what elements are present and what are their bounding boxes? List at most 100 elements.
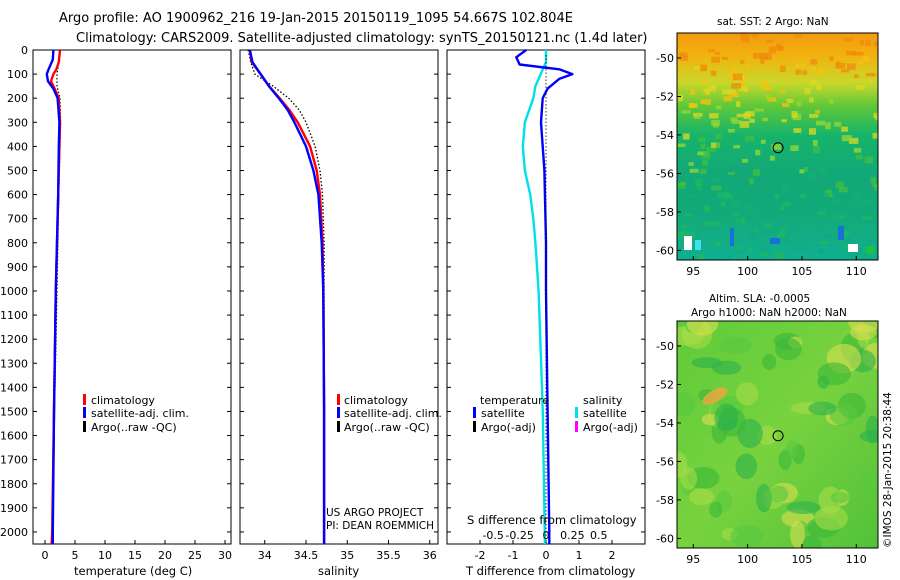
legend-label-sal-satellite: satellite xyxy=(583,407,627,420)
sst-cell xyxy=(781,103,790,107)
sst-cell xyxy=(809,113,819,118)
sst-cell xyxy=(816,84,822,90)
sst-cell xyxy=(739,121,750,128)
s-difference-tick-label: 0.5 xyxy=(590,529,608,542)
sst-cell xyxy=(762,85,772,91)
sla-blob xyxy=(808,401,837,416)
legend-swatch-temp-argo xyxy=(473,421,476,432)
sst-cell xyxy=(696,183,702,190)
figure-title-line2: Climatology: CARS2009. Satellite-adjuste… xyxy=(76,31,648,46)
sla-blob xyxy=(859,430,878,443)
legend-swatch-satellite xyxy=(337,407,340,418)
sla-blob xyxy=(814,506,848,531)
sst-cell xyxy=(747,247,753,251)
sla-blob xyxy=(686,321,719,336)
sst-cell xyxy=(696,255,705,260)
sla-blob xyxy=(830,491,850,504)
sst-cell xyxy=(760,139,766,144)
sst-cell xyxy=(803,166,809,172)
series-line-argo-raw-qc- xyxy=(247,49,325,544)
sst-cell xyxy=(822,233,832,239)
sst-cell xyxy=(681,231,691,236)
t-difference-axis-label: T difference from climatology xyxy=(465,564,636,578)
sst-cell xyxy=(731,66,737,74)
sla-high-blob xyxy=(702,387,728,405)
sst-cell xyxy=(721,56,729,60)
sst-cell xyxy=(705,99,711,105)
sst-cell xyxy=(740,33,750,41)
sst-cell xyxy=(740,78,745,86)
legend-header-salinity: salinity xyxy=(583,394,623,407)
difference-series xyxy=(515,49,574,545)
map-y-tick-label: -56 xyxy=(656,167,674,180)
sla-blob xyxy=(790,520,806,548)
sst-cell xyxy=(754,108,764,112)
sla-blob xyxy=(718,336,752,355)
sst-cell xyxy=(728,128,735,133)
depth-tick-label: 1600 xyxy=(0,430,28,443)
sst-cell xyxy=(779,89,786,94)
x-tick-label: 35.5 xyxy=(376,549,401,562)
sst-cell xyxy=(751,33,759,38)
sla-blob xyxy=(730,525,764,548)
legend-label-climatology: climatology xyxy=(91,394,155,407)
sst-cell xyxy=(680,148,687,156)
sst-cell xyxy=(799,169,805,174)
legend-swatch-climatology xyxy=(337,394,340,405)
sst-cell xyxy=(794,34,802,38)
legend-swatch-temp-satellite xyxy=(473,407,476,418)
sst-cell xyxy=(817,211,827,215)
sst-cell xyxy=(864,252,870,257)
sst-cell xyxy=(722,198,729,202)
temperature-axis-label: temperature (deg C) xyxy=(74,564,192,578)
sst-cell xyxy=(860,257,870,260)
sst-cell xyxy=(786,98,794,103)
sst-cell xyxy=(700,99,706,105)
sst-cell xyxy=(812,188,819,196)
sst-cell xyxy=(841,126,848,132)
sst-cell xyxy=(841,229,850,236)
sst-cell xyxy=(693,66,703,70)
sst-cell xyxy=(761,80,767,87)
sst-cell xyxy=(776,43,782,49)
sla-blob xyxy=(817,362,851,386)
sst-cell xyxy=(768,46,777,54)
depth-tick-label: 1200 xyxy=(0,333,28,346)
sst-cell xyxy=(703,221,714,226)
temperature-legend: climatology satellite-adj. clim. Argo(..… xyxy=(83,394,189,434)
x-tick-label: 15 xyxy=(128,549,142,562)
sla-map-title-line2: Argo h1000: NaN h2000: NaN xyxy=(691,307,847,319)
sst-cell xyxy=(780,227,786,235)
sla-blob xyxy=(712,360,742,375)
x-tick-labels: 0 5 10 15 20 25 30 34 34.5 35 35.5 36 -2 -1 0 1 2 -0.5 -0.… xyxy=(42,529,616,562)
sst-cell xyxy=(765,94,771,100)
sst-cell xyxy=(720,201,726,207)
sst-cell xyxy=(710,70,717,76)
depth-tick-label: 1300 xyxy=(0,357,28,370)
sst-cell xyxy=(694,179,703,186)
sst-cell xyxy=(708,86,717,92)
sst-cell xyxy=(852,196,862,203)
sst-cell xyxy=(865,72,876,77)
sst-cell xyxy=(770,155,775,161)
sst-cell xyxy=(835,181,844,189)
sst-cell xyxy=(690,193,697,198)
sst-land-white-1 xyxy=(684,236,692,250)
sst-cell xyxy=(774,251,784,259)
series-line-climatology xyxy=(248,49,326,544)
salinity-legend: climatology satellite-adj. clim. Argo(..… xyxy=(337,394,442,434)
sst-cell xyxy=(865,40,871,47)
sst-cell xyxy=(779,206,785,211)
sst-cell xyxy=(810,59,818,65)
sst-cell xyxy=(870,177,877,184)
sst-cell xyxy=(731,120,742,124)
depth-tick-label: 300 xyxy=(7,116,28,129)
sla-blob xyxy=(677,391,696,416)
sst-cell xyxy=(715,105,722,110)
sla-blob xyxy=(786,501,821,515)
sst-cell xyxy=(790,145,799,152)
sst-cell xyxy=(738,85,748,92)
sst-texture xyxy=(677,33,878,260)
depth-tick-label: 800 xyxy=(7,237,28,250)
sla-blob xyxy=(775,337,802,361)
